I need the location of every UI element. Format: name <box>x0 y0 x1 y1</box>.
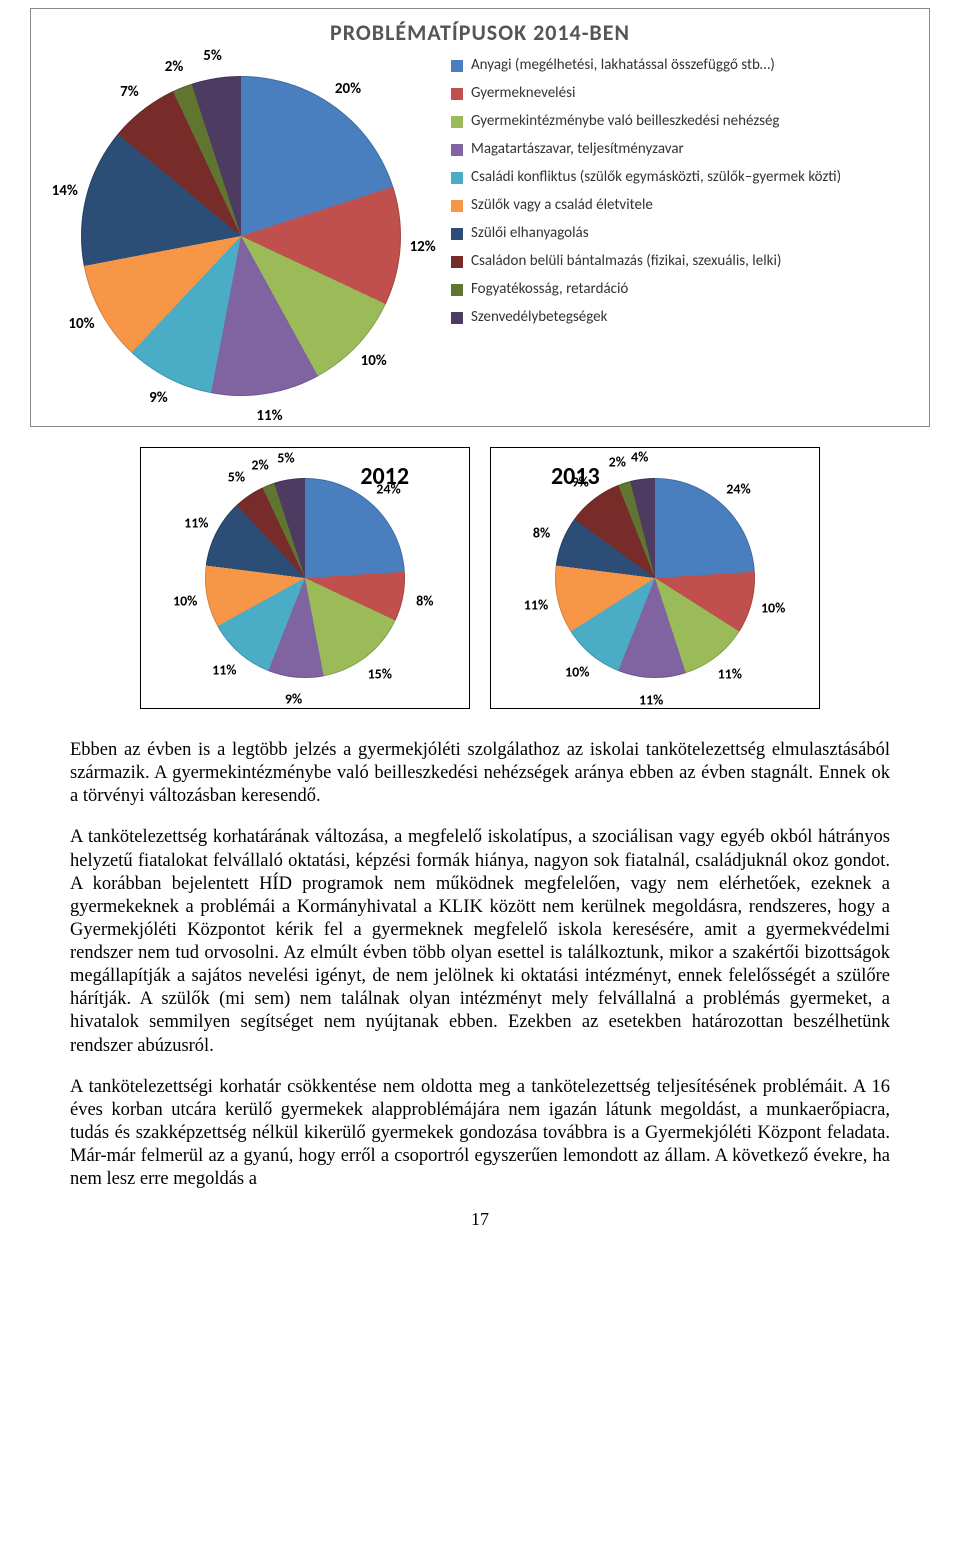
legend-swatch <box>451 172 463 184</box>
legend-label: Szenvedélybetegségek <box>471 308 607 326</box>
legend-swatch <box>451 88 463 100</box>
body-text: Ebben az évben is a legtöbb jelzés a gye… <box>70 739 890 1191</box>
pie-slice-label: 11% <box>212 661 236 678</box>
pie-slice-label: 24% <box>726 481 750 498</box>
legend-item: Anyagi (megélhetési, lakhatással összefü… <box>451 56 841 74</box>
legend-swatch <box>451 256 463 268</box>
pie-slice-label: 14% <box>52 182 78 200</box>
pie-slice-label: 10% <box>173 592 197 609</box>
pie-slice-label: 11% <box>184 514 208 531</box>
pie-slice-label: 2% <box>251 456 268 473</box>
pie-2013-wrap: 24%10%11%11%10%11%8%9%2%4%2013 <box>555 478 755 678</box>
paragraph-2: A tankötelezettség korhatárának változás… <box>70 826 890 1057</box>
pie-slice-label: 5% <box>228 469 245 486</box>
legend-label: Gyermekintézménybe való beilleszkedési n… <box>471 112 780 130</box>
legend-item: Magatartászavar, teljesítményzavar <box>451 140 841 158</box>
pie-slice-label: 9% <box>149 389 168 407</box>
pie-slice-label: 11% <box>639 691 663 708</box>
legend-item: Gyermekintézménybe való beilleszkedési n… <box>451 112 841 130</box>
legend-label: Gyermeknevelési <box>471 84 575 102</box>
legend-swatch <box>451 200 463 212</box>
page-number: 17 <box>0 1209 960 1242</box>
legend-label: Szülők vagy a család életvitele <box>471 196 653 214</box>
legend-label: Magatartászavar, teljesítményzavar <box>471 140 684 158</box>
pie-slice-label: 11% <box>718 666 742 683</box>
pie-slice-label: 10% <box>761 600 785 617</box>
pie-slice-label: 10% <box>68 315 94 333</box>
legend-item: Szülői elhanyagolás <box>451 224 841 242</box>
year-label: 2012 <box>360 462 409 491</box>
legend-swatch <box>451 60 463 72</box>
legend-swatch <box>451 312 463 324</box>
legend-swatch <box>451 144 463 156</box>
legend-item: Gyermeknevelési <box>451 84 841 102</box>
pie-2012-wrap: 24%8%15%9%11%10%11%5%2%5%2012 <box>205 478 405 678</box>
pie-slice-label: 2% <box>609 453 626 470</box>
legend-label: Családon belüli bántalmazás (fizikai, sz… <box>471 252 781 270</box>
legend-label: Anyagi (megélhetési, lakhatással összefü… <box>471 56 775 74</box>
pie-slice-label: 7% <box>120 83 139 101</box>
year-label: 2013 <box>551 462 600 491</box>
legend-swatch <box>451 228 463 240</box>
pie-slice-label: 5% <box>277 449 294 466</box>
pie-slice-label: 5% <box>203 47 222 65</box>
pie-slice-label: 2% <box>165 58 184 76</box>
legend-item: Szülők vagy a család életvitele <box>451 196 841 214</box>
pie-slice-label: 11% <box>524 596 548 613</box>
pie-slice-label: 10% <box>565 664 589 681</box>
legend-label: Szülői elhanyagolás <box>471 224 589 242</box>
pie-slice-label: 8% <box>533 525 550 542</box>
legend-item: Fogyatékosság, retardáció <box>451 280 841 298</box>
paragraph-3: A tankötelezettségi korhatár csökkentése… <box>70 1076 890 1192</box>
legend-item: Családon belüli bántalmazás (fizikai, sz… <box>451 252 841 270</box>
chart-2013-container: 24%10%11%11%10%11%8%9%2%4%2013 <box>490 447 820 709</box>
pie-slice-label: 20% <box>335 80 361 98</box>
pie-2014-wrap: 20%12%10%11%9%10%14%7%2%5% <box>81 76 401 396</box>
chart-2012-container: 24%8%15%9%11%10%11%5%2%5%2012 <box>140 447 470 709</box>
pie-slice-label: 8% <box>416 592 433 609</box>
legend-2014: Anyagi (megélhetési, lakhatással összefü… <box>451 56 841 336</box>
legend-swatch <box>451 116 463 128</box>
pie-slice-label: 4% <box>631 448 648 465</box>
chart-2014-container: PROBLÉMATÍPUSOK 2014-BEN 20%12%10%11%9%1… <box>30 8 930 427</box>
pie-slice-label: 15% <box>368 666 392 683</box>
pie-slice-label: 9% <box>285 691 302 708</box>
chart-2014-title: PROBLÉMATÍPUSOK 2014-BEN <box>41 19 919 46</box>
pie-slice-label: 10% <box>361 352 387 370</box>
legend-label: Fogyatékosság, retardáció <box>471 280 628 298</box>
legend-item: Családi konfliktus (szülők egymásközti, … <box>451 168 841 186</box>
paragraph-1: Ebben az évben is a legtöbb jelzés a gye… <box>70 739 890 808</box>
small-charts-row: 24%8%15%9%11%10%11%5%2%5%2012 24% 10% 11% 1… <box>140 447 820 709</box>
legend-label: Családi konfliktus (szülők egymásközti, … <box>471 168 841 186</box>
pie-slice-label: 12% <box>410 238 436 256</box>
legend-item: Szenvedélybetegségek <box>451 308 841 326</box>
pie-slice-label: 11% <box>256 407 282 425</box>
legend-swatch <box>451 284 463 296</box>
